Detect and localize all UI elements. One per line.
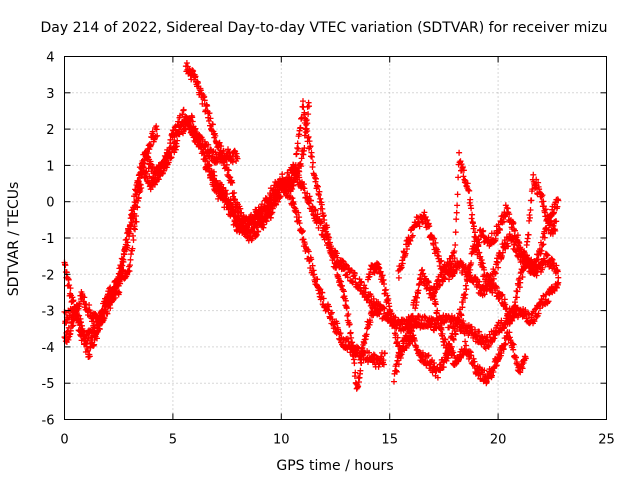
y-tick-label: 0 [46, 196, 54, 211]
data-point-markers [282, 98, 384, 392]
x-tick-label: 15 [381, 433, 398, 448]
y-axis-label: SDTVAR / TECUs [6, 182, 22, 297]
y-tick-label: 2 [46, 123, 54, 138]
chart-title: Day 214 of 2022, Sidereal Day-to-day VTE… [41, 20, 608, 36]
y-tick-label: -6 [42, 414, 55, 429]
x-axis-ticks: 0 5 10 15 20 25 [60, 56, 615, 448]
data-point-markers [61, 123, 161, 345]
series-sat-track-c [61, 123, 161, 345]
x-tick-label: 0 [60, 433, 68, 448]
y-tick-label: -2 [42, 268, 55, 283]
x-tick-label: 20 [490, 433, 507, 448]
y-tick-label: -4 [42, 341, 55, 356]
series-sat-track-f [282, 98, 384, 392]
series-sat-track-j [430, 149, 560, 324]
data-point-markers [430, 149, 560, 324]
y-tick-label: 4 [46, 51, 54, 66]
y-tick-label: -1 [42, 232, 55, 247]
y-tick-label: 1 [46, 159, 54, 174]
y-tick-label: 3 [46, 87, 54, 102]
data-point-markers [182, 60, 388, 370]
x-tick-label: 25 [598, 433, 615, 448]
y-tick-label: -3 [42, 305, 55, 320]
x-tick-label: 5 [169, 433, 177, 448]
series-sat-track-e [202, 161, 562, 352]
y-tick-label: -5 [42, 377, 55, 392]
y-axis-ticks: -6 -5 -4 -3 -2 -1 0 1 2 3 4 [42, 51, 607, 429]
grid-lines [64, 56, 607, 420]
data-point-markers [202, 161, 562, 352]
data-points [61, 60, 562, 392]
series-sat-track-d [182, 60, 388, 370]
x-axis-label: GPS time / hours [276, 458, 393, 474]
x-tick-label: 10 [273, 433, 290, 448]
